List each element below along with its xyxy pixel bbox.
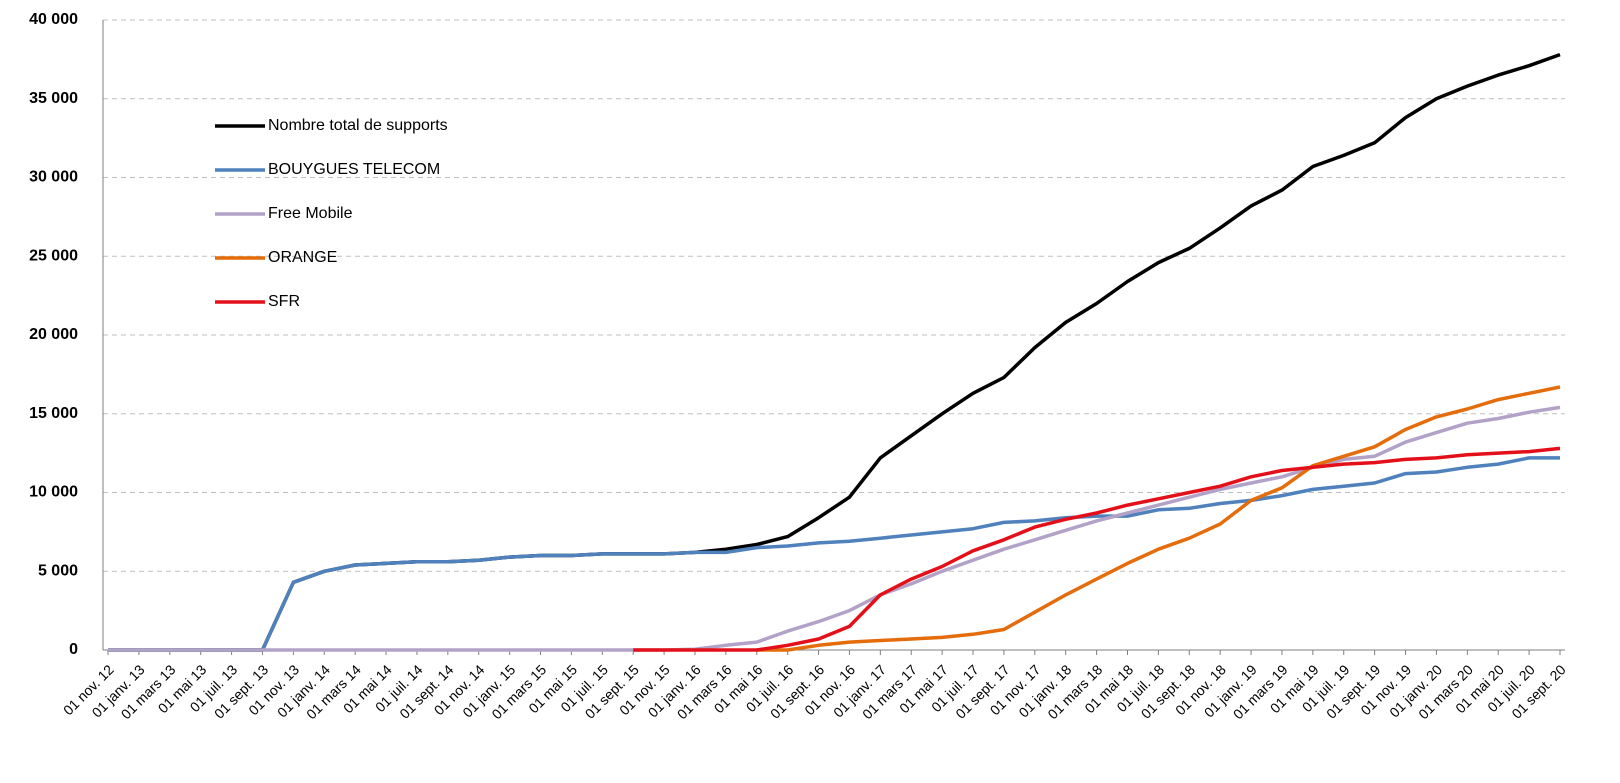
y-tick-label: 20 000 [29, 326, 78, 343]
series-line [108, 456, 1560, 652]
y-tick-label: 40 000 [29, 11, 78, 28]
legend-label: SFR [268, 293, 300, 310]
legend-label: Nombre total de supports [268, 117, 448, 134]
y-tick-label: 30 000 [29, 169, 78, 186]
y-tick-label: 25 000 [29, 247, 78, 264]
legend-label: ORANGE [268, 249, 337, 266]
series-line [108, 52, 1561, 652]
series-line [108, 405, 1561, 652]
legend-label: BOUYGUES TELECOM [268, 161, 440, 178]
y-tick-label: 5 000 [38, 562, 78, 579]
series-line [633, 446, 1561, 652]
y-tick-label: 10 000 [29, 484, 78, 501]
legend-label: Free Mobile [268, 205, 353, 222]
y-tick-label: 35 000 [29, 90, 78, 107]
series-line [756, 385, 1561, 652]
y-tick-label: 0 [69, 641, 78, 658]
y-tick-label: 15 000 [29, 405, 78, 422]
